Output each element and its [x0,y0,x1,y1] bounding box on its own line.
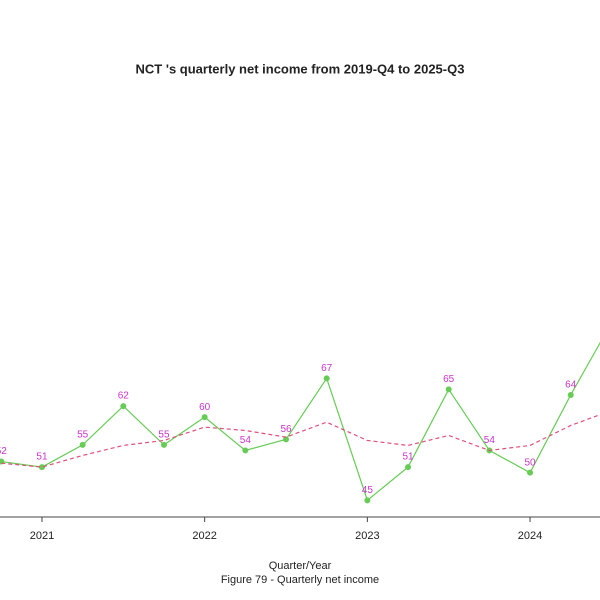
data-label: 60 [199,402,211,413]
data-label: 55 [77,430,89,441]
data-label: 67 [321,363,333,374]
x-tick-label: 2023 [355,530,379,542]
data-point [242,447,249,454]
caption: Figure 79 - Quarterly net income [221,574,379,586]
x-axis-label: Quarter/Year [269,560,332,572]
data-point [527,469,534,476]
data-label: 56 [280,424,292,435]
chart-title: NCT 's quarterly net income from 2019-Q4… [136,61,465,76]
series-line [1,414,600,468]
data-label: 50 [524,457,536,468]
data-label: 45 [362,485,374,496]
data-point [405,464,412,471]
data-label: 52 [0,446,7,457]
data-label: 51 [402,452,414,463]
data-label: 65 [443,374,455,385]
x-tick-label: 2024 [518,530,542,542]
data-point [160,441,167,448]
series-line [1,341,600,502]
data-label: 54 [484,435,496,446]
data-point [79,441,86,448]
data-label: 64 [565,380,577,391]
data-label: 55 [158,430,170,441]
data-point [567,391,574,398]
data-point [201,414,208,421]
data-label: 51 [36,452,48,463]
data-point [445,386,452,393]
data-point [364,497,371,504]
data-label: 62 [118,391,130,402]
data-point [38,464,45,471]
x-tick-label: 2021 [30,530,54,542]
data-label: 54 [240,435,252,446]
x-tick-label: 2022 [192,530,216,542]
data-point [283,436,290,443]
data-point [120,403,127,410]
data-point [323,375,330,382]
